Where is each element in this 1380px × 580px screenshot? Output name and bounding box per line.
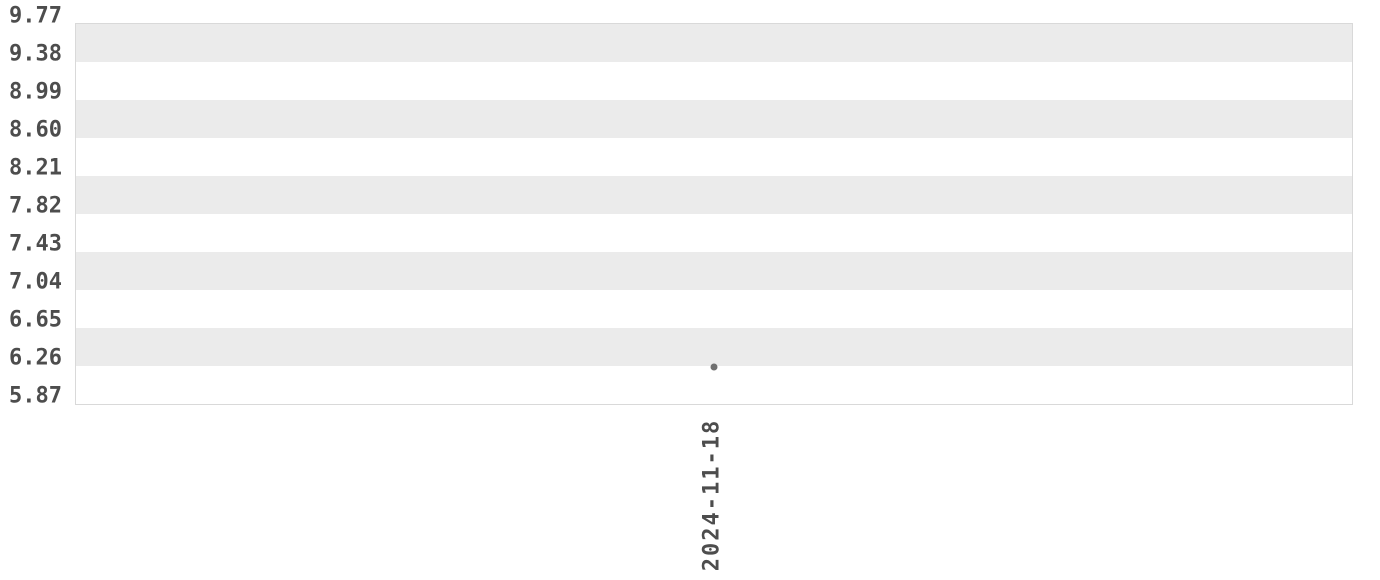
data-point [710,363,718,371]
y-axis-tick-label: 8.99 [9,79,62,105]
grid-band [76,252,1352,290]
grid-band [76,24,1352,62]
grid-band [76,138,1352,176]
y-axis-tick-label: 9.38 [9,41,62,67]
y-axis-tick-label: 8.21 [9,155,62,181]
y-axis-tick-label: 8.60 [9,117,62,143]
grid-band [76,290,1352,328]
y-axis-tick-label: 7.04 [9,269,62,295]
y-axis-tick-label: 6.26 [9,345,62,371]
grid-band [76,366,1352,404]
y-axis-tick-label: 9.77 [9,3,62,29]
y-axis-tick-label: 5.87 [9,383,62,409]
grid-band [76,176,1352,214]
x-axis-tick-label: 2024-11-18 [699,418,725,572]
grid-band [76,100,1352,138]
grid-band [76,214,1352,252]
y-axis-tick-label: 7.43 [9,231,62,257]
grid-band [76,62,1352,100]
plot-area [75,23,1353,405]
grid-band [76,328,1352,366]
y-axis-tick-label: 7.82 [9,193,62,219]
y-axis-tick-label: 6.65 [9,307,62,333]
